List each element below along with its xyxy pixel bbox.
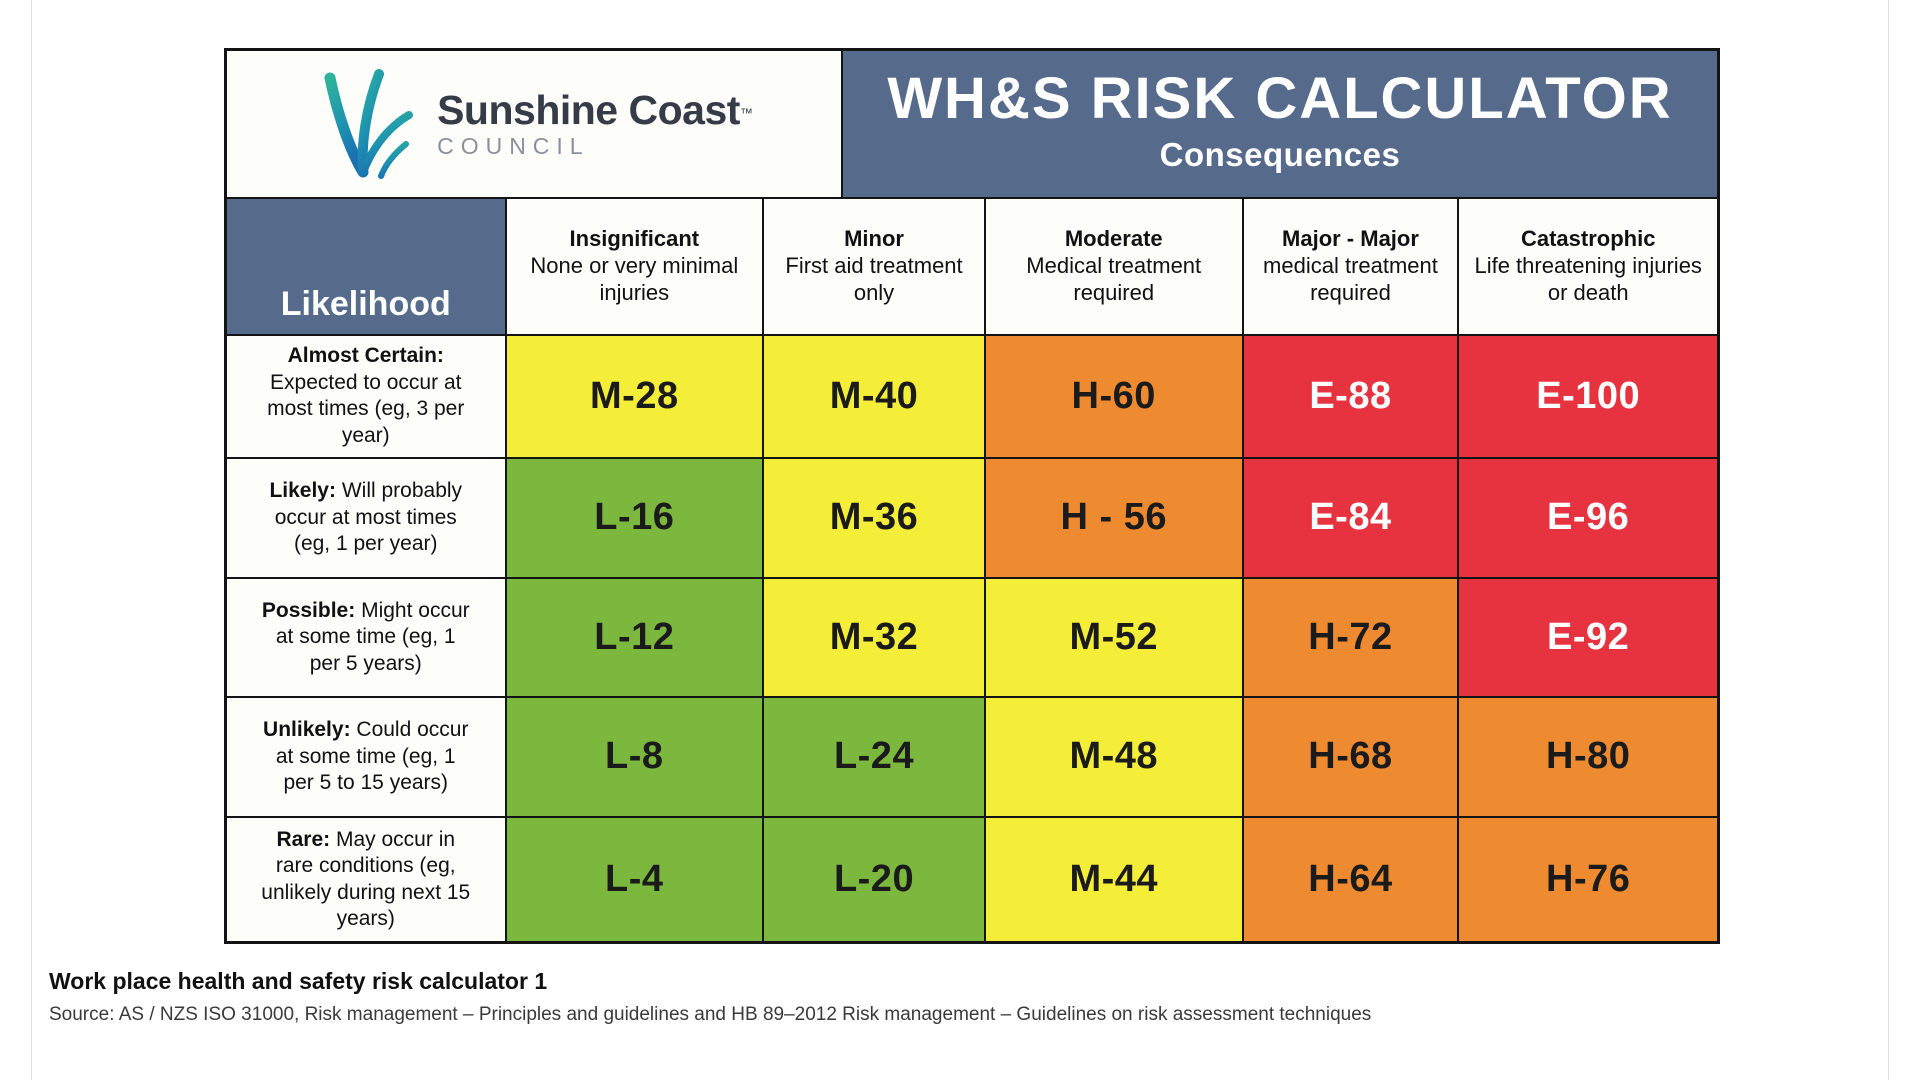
sunshine-coast-logo: Sunshine Coast™ COUNCIL	[227, 51, 841, 197]
figure-source: Source: AS / NZS ISO 31000, Risk managem…	[49, 1004, 1372, 1025]
page-edge-line	[31, 0, 32, 1080]
risk-cell-r0c3: E-88	[1243, 335, 1458, 457]
column-header-moderate: Moderate Medical treatment required	[985, 199, 1242, 334]
calculator-title-band: WH&S RISK CALCULATOR Consequences	[843, 51, 1717, 197]
row-header-likely: Likely: Will probably occur at most time…	[227, 458, 505, 577]
row-header-possible: Possible: Might occur at some time (eg, …	[227, 578, 505, 696]
column-header-catastrophic: Catastrophic Life threatening injuries o…	[1459, 199, 1717, 334]
risk-cell-r3c3: H-68	[1243, 697, 1458, 817]
consequences-label: Consequences	[1159, 136, 1401, 173]
risk-calculator-table: Sunshine Coast™ COUNCIL WH&S RISK CALCUL…	[224, 48, 1720, 944]
risk-cell-r4c1: L-20	[764, 818, 984, 941]
column-header-insignificant: Insignificant None or very minimal injur…	[506, 199, 763, 334]
risk-cell-r4c4: H-76	[1459, 818, 1717, 941]
risk-cell-r4c2: M-44	[985, 818, 1242, 941]
row-header-unlikely: Unlikely: Could occur at some time (eg, …	[227, 697, 505, 817]
risk-cell-r1c1: M-36	[764, 458, 984, 577]
risk-cell-r0c4: E-100	[1459, 335, 1717, 457]
table-header-band: Sunshine Coast™ COUNCIL WH&S RISK CALCUL…	[227, 51, 1717, 197]
logo-name: Sunshine Coast	[437, 87, 740, 133]
column-header-major: Major - Major medical treatment required	[1243, 199, 1458, 334]
risk-cell-r2c0: L-12	[506, 578, 763, 696]
risk-cell-r3c0: L-8	[506, 697, 763, 817]
column-header-minor: Minor First aid treatment only	[764, 199, 984, 334]
risk-cell-r2c4: E-92	[1459, 578, 1717, 696]
risk-cell-r1c4: E-96	[1459, 458, 1717, 577]
risk-cell-r3c1: L-24	[764, 697, 984, 817]
page-edge-line	[1888, 0, 1889, 1080]
trademark-symbol: ™	[739, 105, 753, 121]
risk-cell-r0c2: H-60	[985, 335, 1242, 457]
calculator-title: WH&S RISK CALCULATOR	[887, 66, 1673, 131]
grass-logo-icon	[324, 69, 414, 179]
logo-wordmark: Sunshine Coast™ COUNCIL	[437, 90, 753, 158]
risk-cell-r3c2: M-48	[985, 697, 1242, 817]
risk-cell-r1c0: L-16	[506, 458, 763, 577]
risk-cell-r2c3: H-72	[1243, 578, 1458, 696]
risk-cell-r3c4: H-80	[1459, 697, 1717, 817]
logo-council-label: COUNCIL	[437, 133, 590, 159]
likelihood-header: Likelihood	[227, 199, 505, 334]
risk-cell-r1c3: E-84	[1243, 458, 1458, 577]
risk-cell-r4c3: H-64	[1243, 818, 1458, 941]
risk-matrix-grid: Likelihood Insignificant None or very mi…	[227, 199, 1717, 941]
risk-cell-r1c2: H - 56	[985, 458, 1242, 577]
risk-cell-r0c0: M-28	[506, 335, 763, 457]
risk-cell-r4c0: L-4	[506, 818, 763, 941]
figure-caption: Work place health and safety risk calcul…	[49, 968, 548, 994]
risk-cell-r2c2: M-52	[985, 578, 1242, 696]
risk-cell-r0c1: M-40	[764, 335, 984, 457]
row-header-rare: Rare: May occur in rare conditions (eg, …	[227, 818, 505, 941]
risk-cell-r2c1: M-32	[764, 578, 984, 696]
row-header-almost-certain: Almost Certain: Expected to occur at mos…	[227, 335, 505, 457]
